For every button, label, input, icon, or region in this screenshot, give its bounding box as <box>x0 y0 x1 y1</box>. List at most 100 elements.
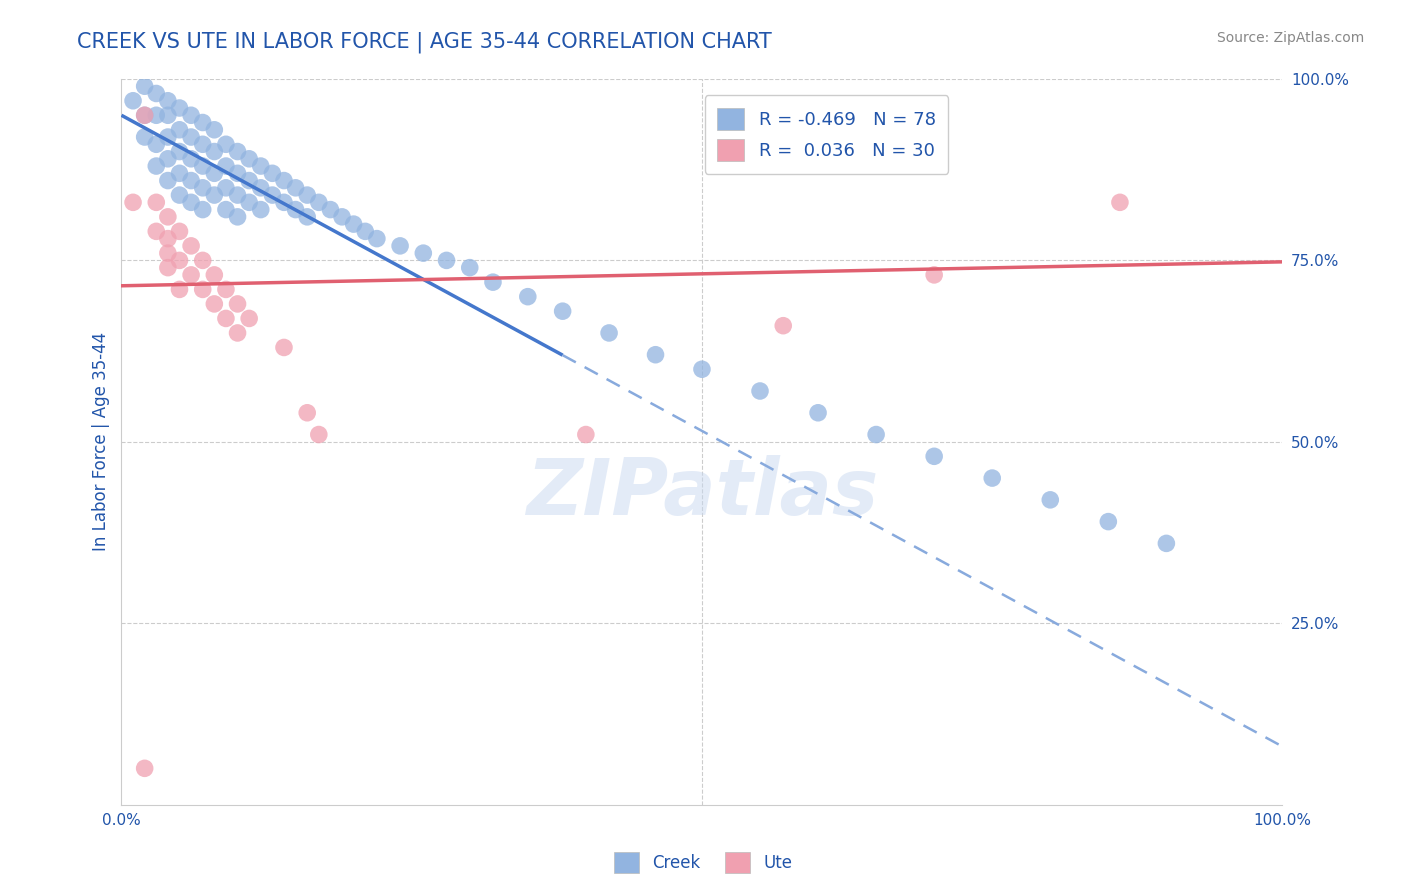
Point <box>191 159 214 173</box>
Point <box>922 268 945 282</box>
Point <box>1039 492 1062 507</box>
Point <box>366 232 388 246</box>
Point <box>169 101 191 115</box>
Point <box>156 152 179 166</box>
Text: CREEK VS UTE IN LABOR FORCE | AGE 35-44 CORRELATION CHART: CREEK VS UTE IN LABOR FORCE | AGE 35-44 … <box>77 31 772 53</box>
Point <box>458 260 481 275</box>
Point <box>145 87 167 101</box>
Point <box>482 275 505 289</box>
Point <box>156 108 179 122</box>
Point <box>169 253 191 268</box>
Point <box>191 137 214 152</box>
Text: Source: ZipAtlas.com: Source: ZipAtlas.com <box>1216 31 1364 45</box>
Point <box>308 427 330 442</box>
Point <box>169 224 191 238</box>
Point <box>156 210 179 224</box>
Point <box>191 282 214 296</box>
Point <box>295 188 318 202</box>
Point <box>180 130 202 145</box>
Point <box>1109 195 1132 210</box>
Point <box>273 341 295 355</box>
Point <box>249 159 271 173</box>
Point <box>215 282 238 296</box>
Point <box>922 450 945 464</box>
Point <box>215 159 238 173</box>
Point <box>191 181 214 195</box>
Point <box>436 253 458 268</box>
Point <box>202 297 225 311</box>
Point <box>551 304 574 318</box>
Point <box>215 202 238 217</box>
Point <box>180 152 202 166</box>
Point <box>134 108 156 122</box>
Point <box>169 145 191 159</box>
Point <box>156 173 179 187</box>
Point <box>180 195 202 210</box>
Point <box>865 427 887 442</box>
Point <box>156 94 179 108</box>
Point <box>226 166 249 180</box>
Point <box>295 406 318 420</box>
Point <box>354 224 377 238</box>
Point <box>191 115 214 129</box>
Point <box>215 311 238 326</box>
Point <box>295 210 318 224</box>
Point <box>122 94 145 108</box>
Point <box>238 311 260 326</box>
Point <box>145 159 167 173</box>
Point <box>202 145 225 159</box>
Point <box>644 348 666 362</box>
Point <box>202 268 225 282</box>
Point <box>145 108 167 122</box>
Point <box>262 188 284 202</box>
Point <box>343 217 366 231</box>
Point <box>145 137 167 152</box>
Point <box>226 210 249 224</box>
Point <box>412 246 434 260</box>
Point <box>169 282 191 296</box>
Point <box>516 290 538 304</box>
Point <box>180 239 202 253</box>
Point <box>191 202 214 217</box>
Point <box>249 181 271 195</box>
Point <box>215 181 238 195</box>
Point <box>156 130 179 145</box>
Point <box>749 384 772 398</box>
Point <box>389 239 412 253</box>
Text: ZIPatlas: ZIPatlas <box>526 455 879 531</box>
Point <box>122 195 145 210</box>
Point <box>202 122 225 136</box>
Point <box>156 246 179 260</box>
Point <box>226 326 249 340</box>
Point <box>169 122 191 136</box>
Point <box>598 326 620 340</box>
Point <box>575 427 598 442</box>
Y-axis label: In Labor Force | Age 35-44: In Labor Force | Age 35-44 <box>93 332 110 551</box>
Legend: R = -0.469   N = 78, R =  0.036   N = 30: R = -0.469 N = 78, R = 0.036 N = 30 <box>704 95 949 174</box>
Point <box>690 362 713 376</box>
Point <box>238 173 260 187</box>
Point <box>238 195 260 210</box>
Point <box>134 108 156 122</box>
Point <box>202 188 225 202</box>
Point <box>180 108 202 122</box>
Point <box>191 253 214 268</box>
Point <box>215 137 238 152</box>
Point <box>145 195 167 210</box>
Point <box>262 166 284 180</box>
Point <box>145 224 167 238</box>
Point <box>807 406 830 420</box>
Point <box>180 173 202 187</box>
Point <box>226 145 249 159</box>
Point <box>319 202 342 217</box>
Point <box>156 260 179 275</box>
Point <box>981 471 1004 485</box>
Point <box>1097 515 1119 529</box>
Point <box>180 268 202 282</box>
Point <box>169 188 191 202</box>
Point <box>273 195 295 210</box>
Point <box>273 173 295 187</box>
Point <box>308 195 330 210</box>
Point <box>226 188 249 202</box>
Point <box>156 232 179 246</box>
